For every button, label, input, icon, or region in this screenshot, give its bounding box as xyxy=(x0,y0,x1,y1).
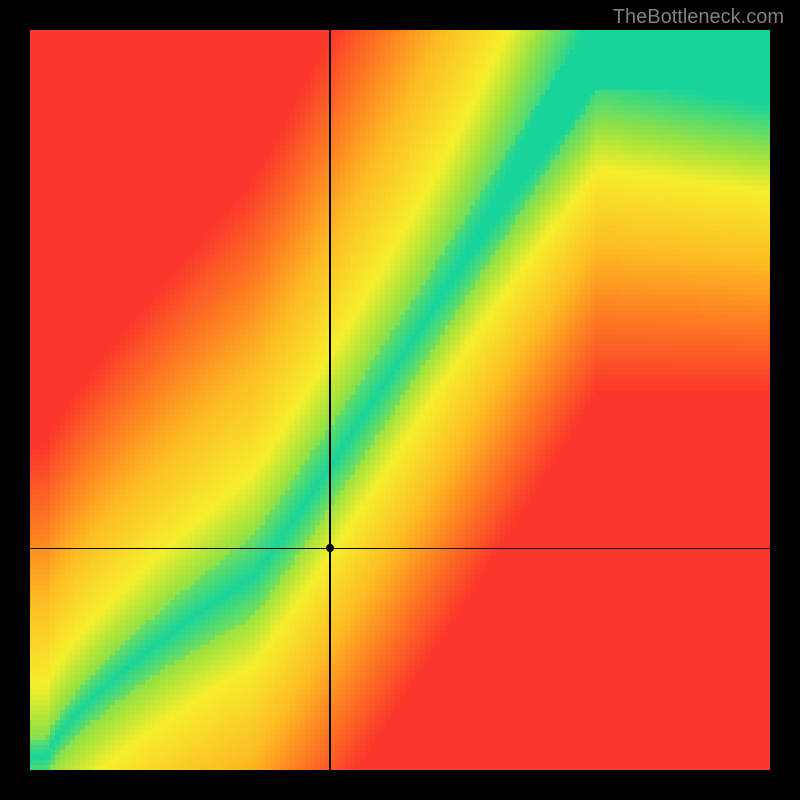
crosshair-horizontal xyxy=(30,548,770,550)
chart-container: TheBottleneck.com xyxy=(0,0,800,800)
heatmap-canvas xyxy=(30,30,770,770)
crosshair-vertical xyxy=(329,30,331,770)
marker-point xyxy=(326,544,334,552)
watermark-text: TheBottleneck.com xyxy=(613,6,784,29)
plot-area xyxy=(30,30,770,770)
